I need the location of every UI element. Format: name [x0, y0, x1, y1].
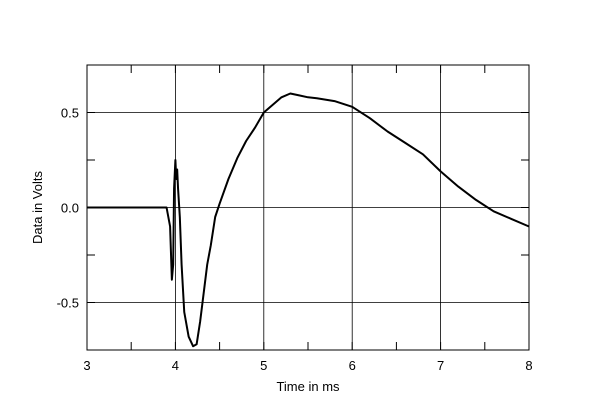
x-tick-label: 3	[83, 358, 90, 373]
series-layer	[87, 92, 530, 348]
x-tick-label: 7	[437, 358, 444, 373]
y-tick-labels: 0.5 0.0 -0.5	[57, 106, 79, 311]
tick-marks	[86, 64, 530, 351]
y-axis-label: Data in Volts	[30, 171, 45, 244]
series-line	[87, 92, 530, 348]
x-axis-label: Time in ms	[276, 379, 340, 394]
y-tick-label: -0.5	[57, 296, 79, 311]
x-tick-label: 8	[525, 358, 532, 373]
y-tick-label: 0.5	[61, 106, 79, 121]
x-tick-label: 5	[260, 358, 267, 373]
x-tick-labels: 3 4 5 6 7 8	[83, 358, 532, 373]
y-tick-label: 0.0	[61, 201, 79, 216]
x-tick-label: 4	[172, 358, 179, 373]
x-tick-label: 6	[349, 358, 356, 373]
